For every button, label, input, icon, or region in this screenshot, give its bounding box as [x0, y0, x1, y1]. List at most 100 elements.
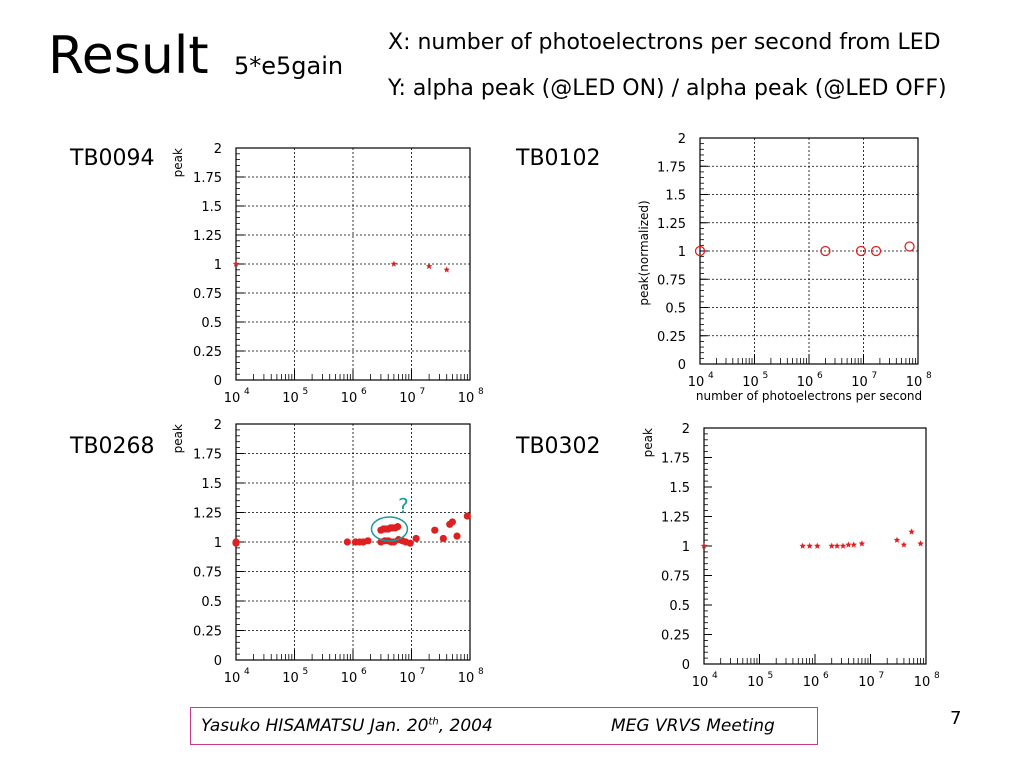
x-tick-label-exponent: 7 — [420, 387, 426, 397]
y-tick-label: 0.5 — [669, 599, 690, 614]
y-tick-label: 1 — [214, 258, 222, 273]
data-point — [431, 526, 439, 534]
y-axis-label: peak — [171, 148, 185, 177]
data-point — [412, 534, 420, 543]
x-tick-label-exponent: 6 — [361, 387, 367, 397]
x-tick-label-exponent: 4 — [708, 371, 714, 381]
x-tick-label: 10 — [341, 391, 358, 406]
y-tick-label: 0.75 — [657, 273, 686, 288]
x-tick-label-exponent: 5 — [303, 667, 309, 677]
data-point — [917, 540, 924, 547]
x-tick-label: 10 — [224, 671, 241, 686]
y-axis-label: peak — [641, 428, 655, 457]
y-tick-label: 1.5 — [201, 200, 222, 215]
data-point — [232, 260, 240, 267]
data-point — [453, 532, 461, 540]
y-axis-label: peak — [171, 424, 185, 453]
y-tick-label: 1.5 — [669, 481, 690, 496]
x-tick-label-exponent: 6 — [823, 671, 829, 681]
data-point — [448, 518, 456, 526]
y-tick-label: 1 — [214, 536, 222, 551]
y-axis-description: Y: alpha peak (@LED ON) / alpha peak (@L… — [388, 76, 947, 101]
x-tick-label-exponent: 4 — [244, 387, 250, 397]
x-tick-label-exponent: 7 — [420, 667, 426, 677]
y-tick-label: 1.75 — [661, 452, 690, 467]
x-tick-label: 10 — [282, 391, 299, 406]
data-point — [806, 542, 813, 549]
y-tick-label: 0.25 — [193, 625, 222, 640]
page-number: 7 — [950, 708, 962, 729]
y-tick-label: 1.25 — [657, 217, 686, 232]
footer-meeting: MEG VRVS Meeting — [611, 716, 775, 736]
data-point — [858, 540, 866, 547]
data-point — [855, 245, 867, 257]
data-point — [828, 542, 835, 549]
y-tick-label: 0.25 — [657, 330, 686, 345]
x-tick-label: 10 — [688, 375, 705, 390]
panel-label-tb0102: TB0102 — [516, 146, 601, 171]
y-tick-label: 1.25 — [193, 507, 222, 522]
x-tick-label-exponent: 8 — [478, 387, 484, 397]
x-tick-label: 10 — [906, 375, 923, 390]
y-tick-label: 1.5 — [665, 189, 686, 204]
x-tick-label-exponent: 6 — [817, 371, 823, 381]
data-point — [850, 541, 857, 548]
x-tick-label-exponent: 5 — [768, 671, 774, 681]
y-tick-label: 0 — [214, 654, 222, 669]
data-point — [406, 539, 414, 547]
x-tick-label: 10 — [341, 671, 358, 686]
x-tick-label: 10 — [224, 391, 241, 406]
data-point — [390, 260, 398, 267]
panel-label-tb0094: TB0094 — [70, 146, 155, 171]
y-tick-label: 1.75 — [193, 171, 222, 186]
x-tick-label-exponent: 7 — [879, 671, 885, 681]
data-point — [833, 542, 841, 549]
x-tick-label: 10 — [282, 671, 299, 686]
annotation-ellipse — [370, 516, 409, 542]
data-point — [700, 542, 708, 549]
data-point — [820, 245, 831, 257]
plot-frame — [703, 427, 927, 665]
data-point — [439, 534, 447, 543]
x-tick-label-exponent: 7 — [872, 371, 878, 381]
x-tick-label-exponent: 4 — [244, 667, 250, 677]
y-tick-label: 2 — [214, 142, 222, 157]
data-point — [394, 523, 402, 531]
data-point — [893, 536, 901, 543]
y-tick-label: 0.5 — [201, 595, 222, 610]
x-tick-label: 10 — [914, 675, 931, 690]
y-tick-label: 0 — [678, 358, 686, 373]
data-point — [900, 541, 908, 548]
x-tick-label-exponent: 8 — [926, 371, 932, 381]
annotation-question-mark: ? — [398, 494, 409, 518]
data-point — [908, 528, 915, 535]
slide-title: Result — [48, 26, 209, 86]
data-point — [904, 241, 915, 252]
y-tick-label: 0.5 — [665, 302, 686, 317]
data-point — [463, 512, 471, 520]
y-tick-label: 0.25 — [661, 629, 690, 644]
x-tick-label: 10 — [399, 671, 416, 686]
x-tick-label: 10 — [458, 391, 475, 406]
x-tick-label: 10 — [858, 675, 875, 690]
data-point — [870, 245, 882, 257]
y-tick-label: 0.75 — [193, 566, 222, 581]
x-tick-label: 10 — [399, 391, 416, 406]
data-point — [839, 542, 847, 549]
y-tick-label: 1.75 — [193, 448, 222, 463]
data-point — [814, 542, 821, 549]
y-tick-label: 1 — [682, 540, 690, 555]
data-point — [232, 539, 240, 547]
data-point — [845, 541, 852, 548]
data-point — [364, 537, 372, 545]
panel-label-tb0302: TB0302 — [516, 434, 601, 459]
x-tick-label: 10 — [747, 675, 764, 690]
y-tick-label: 1.25 — [661, 511, 690, 526]
x-tick-label: 10 — [742, 375, 759, 390]
y-tick-label: 1.5 — [201, 477, 222, 492]
footer-box: Yasuko HISAMATSU Jan. 20th, 2004 MEG VRV… — [190, 707, 818, 745]
